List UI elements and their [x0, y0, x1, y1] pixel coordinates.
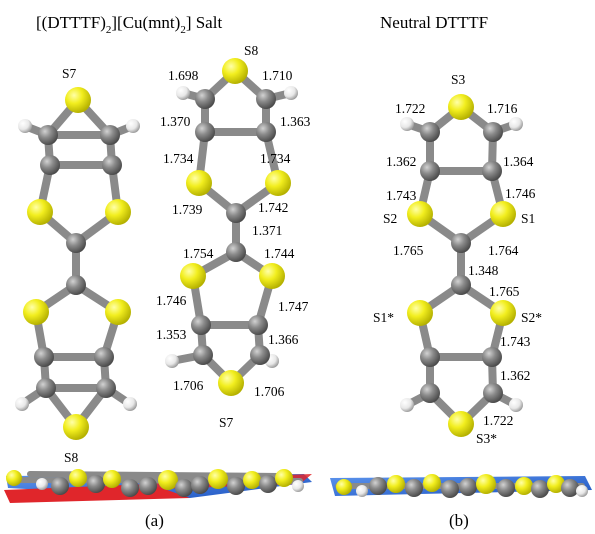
- molecule-a2: S8 S7 1.698 1.710 1.370 1.363 1.734 1.73…: [156, 43, 311, 430]
- bond-length: 1.734: [260, 151, 291, 166]
- atom-label-s7: S7: [62, 66, 77, 81]
- bond-length: 1.744: [264, 246, 295, 261]
- bond-length: 1.764: [488, 243, 519, 258]
- molecule-a1: S7 S8: [15, 66, 140, 465]
- bond-length: 1.739: [172, 202, 203, 217]
- title-neutral: Neutral DTTTF: [380, 13, 488, 32]
- atom-label-s1: S1: [521, 211, 535, 226]
- atom-label-s1-star: S1*: [373, 310, 394, 325]
- bond-length: 1.747: [278, 299, 309, 314]
- bond-length: 1.363: [280, 114, 311, 129]
- molecule-b: S3 S2 S1 S1* S2* S3* 1.722 1.716 1.362 1…: [373, 72, 542, 446]
- bond-length: 1.742: [258, 200, 288, 215]
- bond-length: 1.716: [487, 101, 518, 116]
- bond-length: 1.743: [500, 334, 531, 349]
- atom-label-s8: S8: [64, 450, 79, 465]
- atom-label-s8: S8: [244, 43, 259, 58]
- bond-length: 1.364: [503, 154, 534, 169]
- bond-length: 1.734: [163, 151, 194, 166]
- bond-length: 1.722: [483, 413, 513, 428]
- side-view-a: [4, 469, 312, 503]
- side-view-b: [330, 474, 592, 498]
- bond-length: 1.348: [468, 263, 499, 278]
- panel-label-b: (b): [449, 511, 469, 530]
- bond-length: 1.710: [262, 68, 293, 83]
- bond-length: 1.706: [173, 378, 204, 393]
- bond-length: 1.353: [156, 327, 187, 342]
- atom-label-s2-star: S2*: [521, 310, 542, 325]
- panel-label-a: (a): [145, 511, 164, 530]
- atom-label-s3-star: S3*: [476, 431, 497, 446]
- bond-length: 1.371: [252, 223, 282, 238]
- bond-length: 1.746: [156, 293, 187, 308]
- title-salt: [(DTTTF)2][Cu(mnt)2] Salt: [36, 13, 222, 36]
- bond-length: 1.765: [489, 284, 520, 299]
- bond-length: 1.765: [393, 243, 424, 258]
- bond-length: 1.370: [160, 114, 191, 129]
- bond-length: 1.746: [505, 186, 536, 201]
- bond-length: 1.706: [254, 384, 285, 399]
- atom-label-s3: S3: [451, 72, 466, 87]
- bond-length: 1.698: [168, 68, 199, 83]
- atom-label-s2: S2: [383, 211, 397, 226]
- bond-length: 1.366: [268, 332, 299, 347]
- bond-length: 1.362: [386, 154, 416, 169]
- bond-length: 1.722: [395, 101, 425, 116]
- atom-label-s7: S7: [219, 415, 234, 430]
- bond-length: 1.362: [500, 368, 530, 383]
- bond-length: 1.754: [183, 246, 214, 261]
- bond-length: 1.743: [386, 188, 417, 203]
